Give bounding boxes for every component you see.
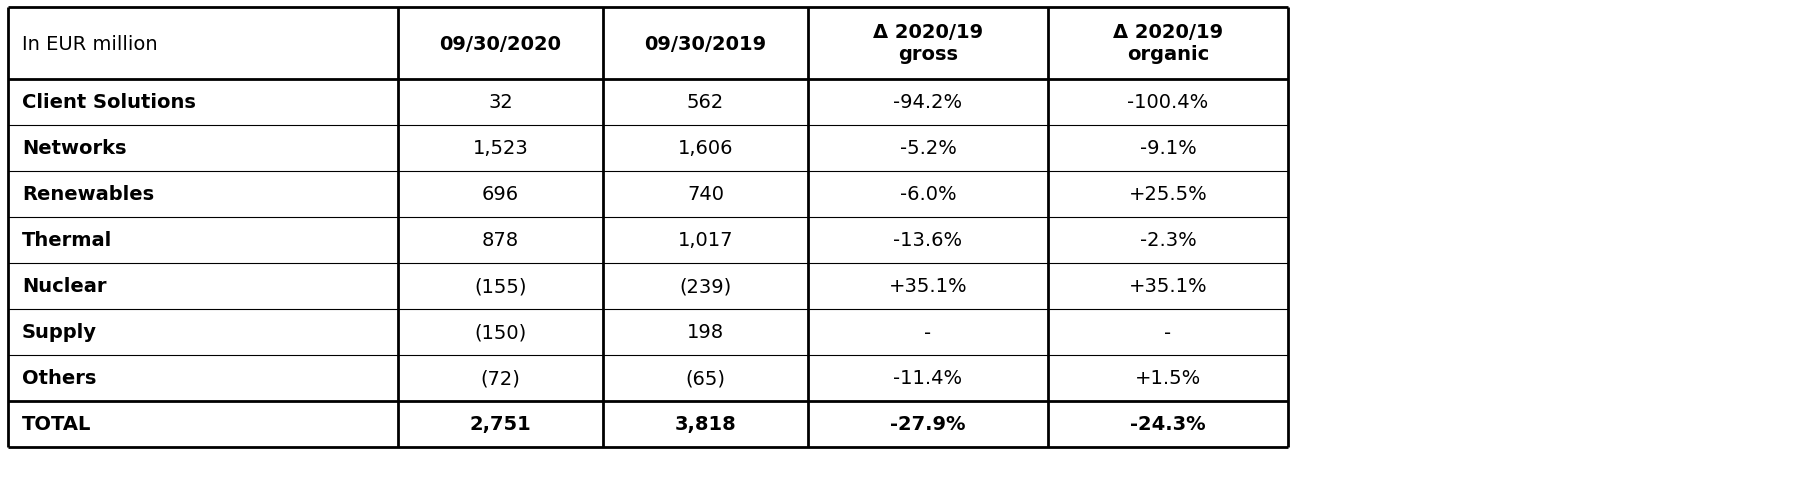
Text: -6.0%: -6.0%	[900, 185, 956, 204]
Text: -11.4%: -11.4%	[893, 369, 963, 388]
Text: 562: 562	[688, 93, 724, 112]
Text: 878: 878	[482, 231, 518, 250]
Text: 1,523: 1,523	[473, 139, 529, 158]
Text: 1,017: 1,017	[679, 231, 733, 250]
Text: -24.3%: -24.3%	[1130, 415, 1206, 434]
Text: Networks: Networks	[22, 139, 126, 158]
Text: Supply: Supply	[22, 323, 97, 342]
Text: 198: 198	[688, 323, 724, 342]
Text: 740: 740	[688, 185, 724, 204]
Text: Nuclear: Nuclear	[22, 277, 106, 296]
Text: 09/30/2020: 09/30/2020	[439, 35, 562, 54]
Text: In EUR million: In EUR million	[22, 35, 158, 54]
Text: Δ 2020/19
organic: Δ 2020/19 organic	[1112, 24, 1222, 64]
Text: +35.1%: +35.1%	[889, 277, 967, 296]
Text: -5.2%: -5.2%	[900, 139, 956, 158]
Text: -: -	[1165, 323, 1172, 342]
Text: (65): (65)	[686, 369, 725, 388]
Text: 1,606: 1,606	[679, 139, 733, 158]
Text: +1.5%: +1.5%	[1134, 369, 1201, 388]
Text: 09/30/2019: 09/30/2019	[644, 35, 767, 54]
Text: +35.1%: +35.1%	[1129, 277, 1208, 296]
Text: (239): (239)	[679, 277, 731, 296]
Text: Client Solutions: Client Solutions	[22, 93, 196, 112]
Text: -: -	[925, 323, 932, 342]
Text: Others: Others	[22, 369, 97, 388]
Text: 3,818: 3,818	[675, 415, 736, 434]
Text: 2,751: 2,751	[470, 415, 531, 434]
Text: (150): (150)	[475, 323, 527, 342]
Text: -94.2%: -94.2%	[893, 93, 963, 112]
Text: -9.1%: -9.1%	[1139, 139, 1197, 158]
Text: Renewables: Renewables	[22, 185, 155, 204]
Text: +25.5%: +25.5%	[1129, 185, 1208, 204]
Text: Thermal: Thermal	[22, 231, 112, 250]
Text: Δ 2020/19
gross: Δ 2020/19 gross	[873, 24, 983, 64]
Text: 696: 696	[482, 185, 518, 204]
Text: (155): (155)	[473, 277, 527, 296]
Text: -13.6%: -13.6%	[893, 231, 963, 250]
Text: (72): (72)	[481, 369, 520, 388]
Text: -100.4%: -100.4%	[1127, 93, 1208, 112]
Text: 32: 32	[488, 93, 513, 112]
Text: -2.3%: -2.3%	[1139, 231, 1197, 250]
Text: TOTAL: TOTAL	[22, 415, 92, 434]
Text: -27.9%: -27.9%	[891, 415, 967, 434]
